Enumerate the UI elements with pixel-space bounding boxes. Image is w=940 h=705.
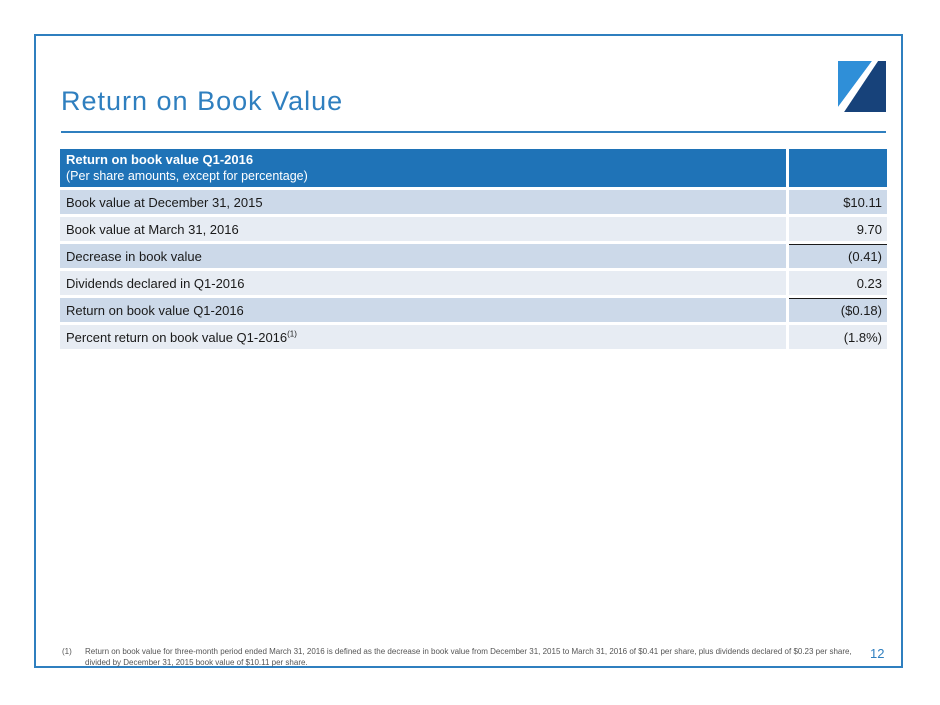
table-row: Percent return on book value Q1-2016(1) … xyxy=(60,325,887,349)
row-label: Dividends declared in Q1-2016 xyxy=(60,271,786,295)
title-divider xyxy=(61,131,886,133)
row-label: Return on book value Q1-2016 xyxy=(60,298,786,322)
table-header-cell: Return on book value Q1-2016 (Per share … xyxy=(60,149,786,187)
row-value: (1.8%) xyxy=(786,325,887,349)
table-row: Dividends declared in Q1-2016 0.23 xyxy=(60,271,887,295)
row-label: Percent return on book value Q1-2016 xyxy=(66,329,288,345)
footnote-reference: (1) xyxy=(287,329,297,339)
row-value: 0.23 xyxy=(786,271,887,295)
page-number: 12 xyxy=(870,646,885,661)
company-logo-icon xyxy=(838,61,886,112)
row-value: $10.11 xyxy=(786,190,887,214)
table-header-subtitle: (Per share amounts, except for percentag… xyxy=(66,169,308,183)
row-label: Book value at December 31, 2015 xyxy=(60,190,786,214)
table-row: Book value at March 31, 2016 9.70 xyxy=(60,217,887,241)
row-value: 9.70 xyxy=(786,217,887,241)
table-header-row: Return on book value Q1-2016 (Per share … xyxy=(60,149,887,187)
return-on-book-value-table: Return on book value Q1-2016 (Per share … xyxy=(60,146,887,352)
row-value: ($0.18) xyxy=(786,298,887,322)
slide-title: Return on Book Value xyxy=(61,86,344,116)
table-row: Decrease in book value (0.41) xyxy=(60,244,887,268)
table-header-title: Return on book value Q1-2016 xyxy=(66,152,254,167)
table-row: Book value at December 31, 2015 $10.11 xyxy=(60,190,887,214)
row-label: Book value at March 31, 2016 xyxy=(60,217,786,241)
footnote-number: (1) xyxy=(62,647,72,656)
table-row: Return on book value Q1-2016 ($0.18) xyxy=(60,298,887,322)
footnote-text: Return on book value for three-month per… xyxy=(85,647,852,667)
row-value: (0.41) xyxy=(786,244,887,268)
row-label: Decrease in book value xyxy=(60,244,786,268)
row-label-cell: Percent return on book value Q1-2016(1) xyxy=(60,325,786,349)
table-header-value-cell xyxy=(786,149,887,187)
slide-frame xyxy=(34,34,903,668)
